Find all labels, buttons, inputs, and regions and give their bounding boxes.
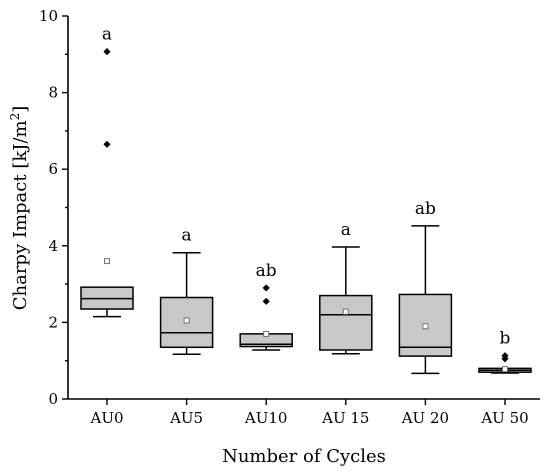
significance-letter: ab (256, 261, 277, 281)
box-body (319, 294, 373, 351)
y-axis-title-main: Charpy Impact [kJ/m (10, 120, 31, 310)
y-tick-label: 10 (39, 7, 58, 25)
y-axis-title: Charpy Impact [kJ/m2] (8, 106, 31, 311)
significance-letter: ab (415, 199, 436, 219)
mean-marker (104, 258, 110, 265)
significance-letter: a (341, 220, 351, 240)
box-group-au20: ab (398, 199, 453, 375)
mean-marker (183, 317, 190, 324)
x-tick-label: AU 20 (401, 409, 449, 427)
significance-letter: a (102, 25, 112, 45)
y-tick-label: 6 (48, 160, 58, 178)
box-group-au10: ab (239, 261, 293, 351)
x-tick-label: AU0 (89, 409, 123, 427)
outlier-point (501, 352, 509, 360)
box-group-au50: b (478, 329, 532, 374)
x-tick-label: AU10 (244, 409, 288, 427)
y-tick-label: 0 (48, 390, 58, 408)
y-axis-title-superscript: 2 (8, 113, 22, 121)
plot-area: a a ab a ab b (80, 25, 532, 375)
y-tick-label: 4 (48, 237, 58, 255)
outlier-point (103, 140, 111, 148)
outlier-point (262, 297, 270, 305)
outlier-point (262, 284, 270, 292)
y-tick-label: 8 (48, 84, 58, 102)
x-tick-label: AU 15 (321, 409, 369, 427)
y-axis-title-end: ] (10, 106, 31, 113)
significance-letter: a (182, 226, 192, 246)
mean-marker (422, 323, 429, 330)
box-group-au0: a (80, 25, 134, 318)
x-tick-label: AU 50 (480, 409, 528, 427)
y-tick-label: 2 (48, 313, 58, 331)
x-axis-title: Number of Cycles (222, 446, 386, 467)
mean-marker (263, 330, 270, 337)
mean-marker (342, 308, 349, 315)
axes: Number of Cycles Charpy Impact [kJ/m2] 0… (8, 7, 540, 467)
box-group-au5: a (159, 226, 214, 355)
mean-marker (502, 366, 508, 373)
outlier-point (103, 48, 111, 56)
x-tick-label: AU5 (169, 409, 203, 427)
significance-letter: b (500, 329, 511, 349)
box-group-au15: a (319, 220, 373, 355)
box-body (398, 293, 453, 357)
